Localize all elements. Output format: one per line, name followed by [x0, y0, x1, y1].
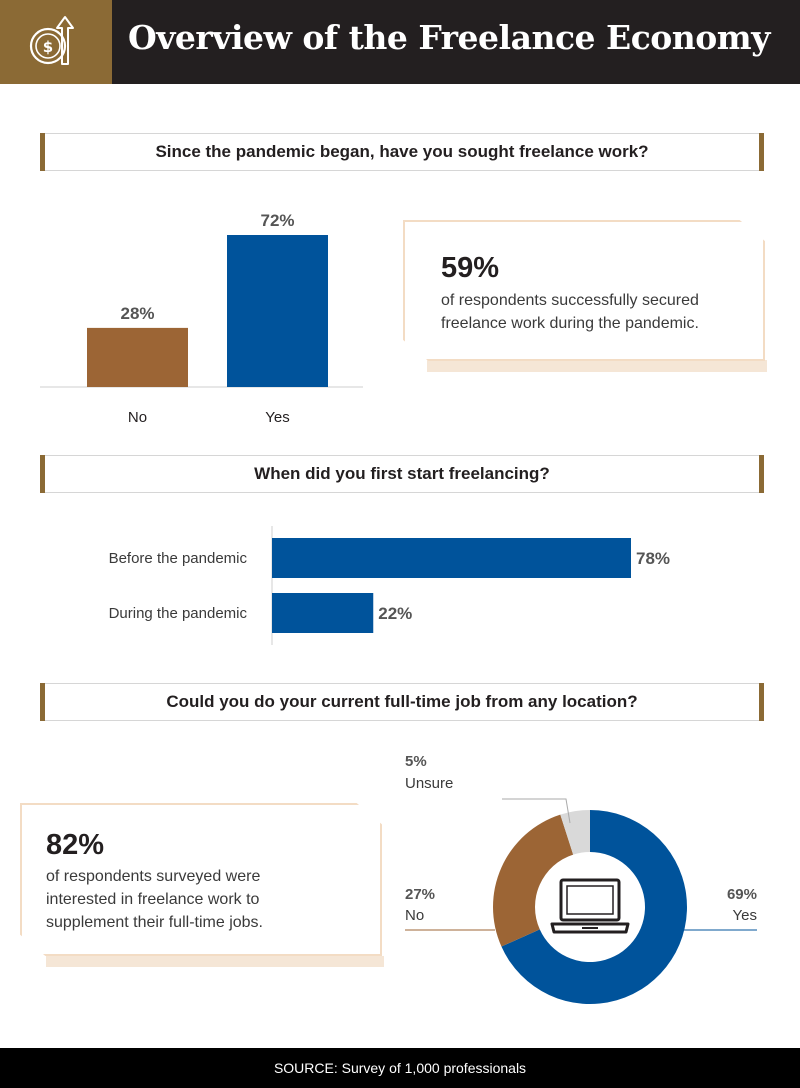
donut-slice [493, 814, 574, 947]
slice-value-label: 27% [405, 886, 435, 903]
bar-value-label: 72% [260, 211, 294, 230]
footer-source: SOURCE: Survey of 1,000 professionals [0, 1048, 800, 1088]
y-tick-label: Before the pandemic [109, 550, 248, 567]
svg-text:$: $ [43, 38, 53, 56]
slice-value-label: 69% [727, 886, 757, 903]
callout-text-line: of respondents surveyed were [46, 868, 261, 885]
callout-stat: 82% [46, 829, 105, 861]
donut-slice [501, 810, 687, 1004]
bar-value-label: 22% [378, 604, 412, 623]
callout-text-line: supplement their full-time jobs. [46, 914, 263, 931]
section-header-any-location: Could you do your current full-time job … [40, 683, 764, 721]
bar [272, 593, 374, 633]
chart-sought-freelance: 28% No 72% Yes [40, 211, 363, 426]
leader-line [502, 798, 571, 824]
chart-any-location: 69% Yes 27% No 5% Unsure [405, 753, 757, 1004]
header: $ Overview of the Freelance Economy [0, 0, 800, 84]
callout-text-line: freelance work during the pandemic. [441, 315, 699, 332]
section-question: When did you first start freelancing? [254, 464, 550, 483]
section-header-sought-freelance: Since the pandemic began, have you sough… [40, 133, 764, 171]
section-header-start-freelancing: When did you first start freelancing? [40, 455, 764, 493]
bar [227, 235, 328, 387]
dollar-up-arrow-icon: $ [29, 16, 74, 65]
callout-shadow [46, 956, 384, 967]
callout-text-line: interested in freelance work to [46, 891, 260, 908]
bar-value-label: 78% [636, 549, 670, 568]
section-question: Since the pandemic began, have you sough… [155, 142, 649, 161]
bar [272, 538, 631, 578]
bar-value-label: 28% [120, 304, 154, 323]
header-icon-box: $ [0, 0, 112, 84]
slice-category-label: Yes [733, 907, 757, 924]
chart-start-freelancing: Before the pandemic 78% During the pandemi… [109, 526, 670, 645]
x-tick-label: Yes [265, 409, 289, 426]
callout-stat: 59% [441, 252, 500, 284]
slice-value-label: 5% [405, 753, 427, 770]
callout-59: 59% of respondents successfully secured … [403, 220, 767, 373]
callout-box: 59% of respondents successfully secured … [403, 220, 765, 361]
callout-text-line: of respondents successfully secured [441, 292, 699, 309]
slice-category-label: No [405, 907, 424, 924]
y-tick-label: During the pandemic [109, 605, 248, 622]
callout-box: 82% of respondents surveyed were interes… [20, 803, 382, 956]
callout-82: 82% of respondents surveyed were interes… [20, 803, 384, 967]
x-tick-label: No [128, 409, 147, 426]
bar [87, 327, 188, 387]
slice-category-label: Unsure [405, 775, 453, 792]
callout-shadow [427, 360, 767, 372]
donut-slice [560, 810, 590, 855]
page-title: Overview of the Freelance Economy [128, 18, 770, 57]
section-question: Could you do your current full-time job … [166, 692, 638, 711]
laptop-icon [550, 878, 630, 934]
